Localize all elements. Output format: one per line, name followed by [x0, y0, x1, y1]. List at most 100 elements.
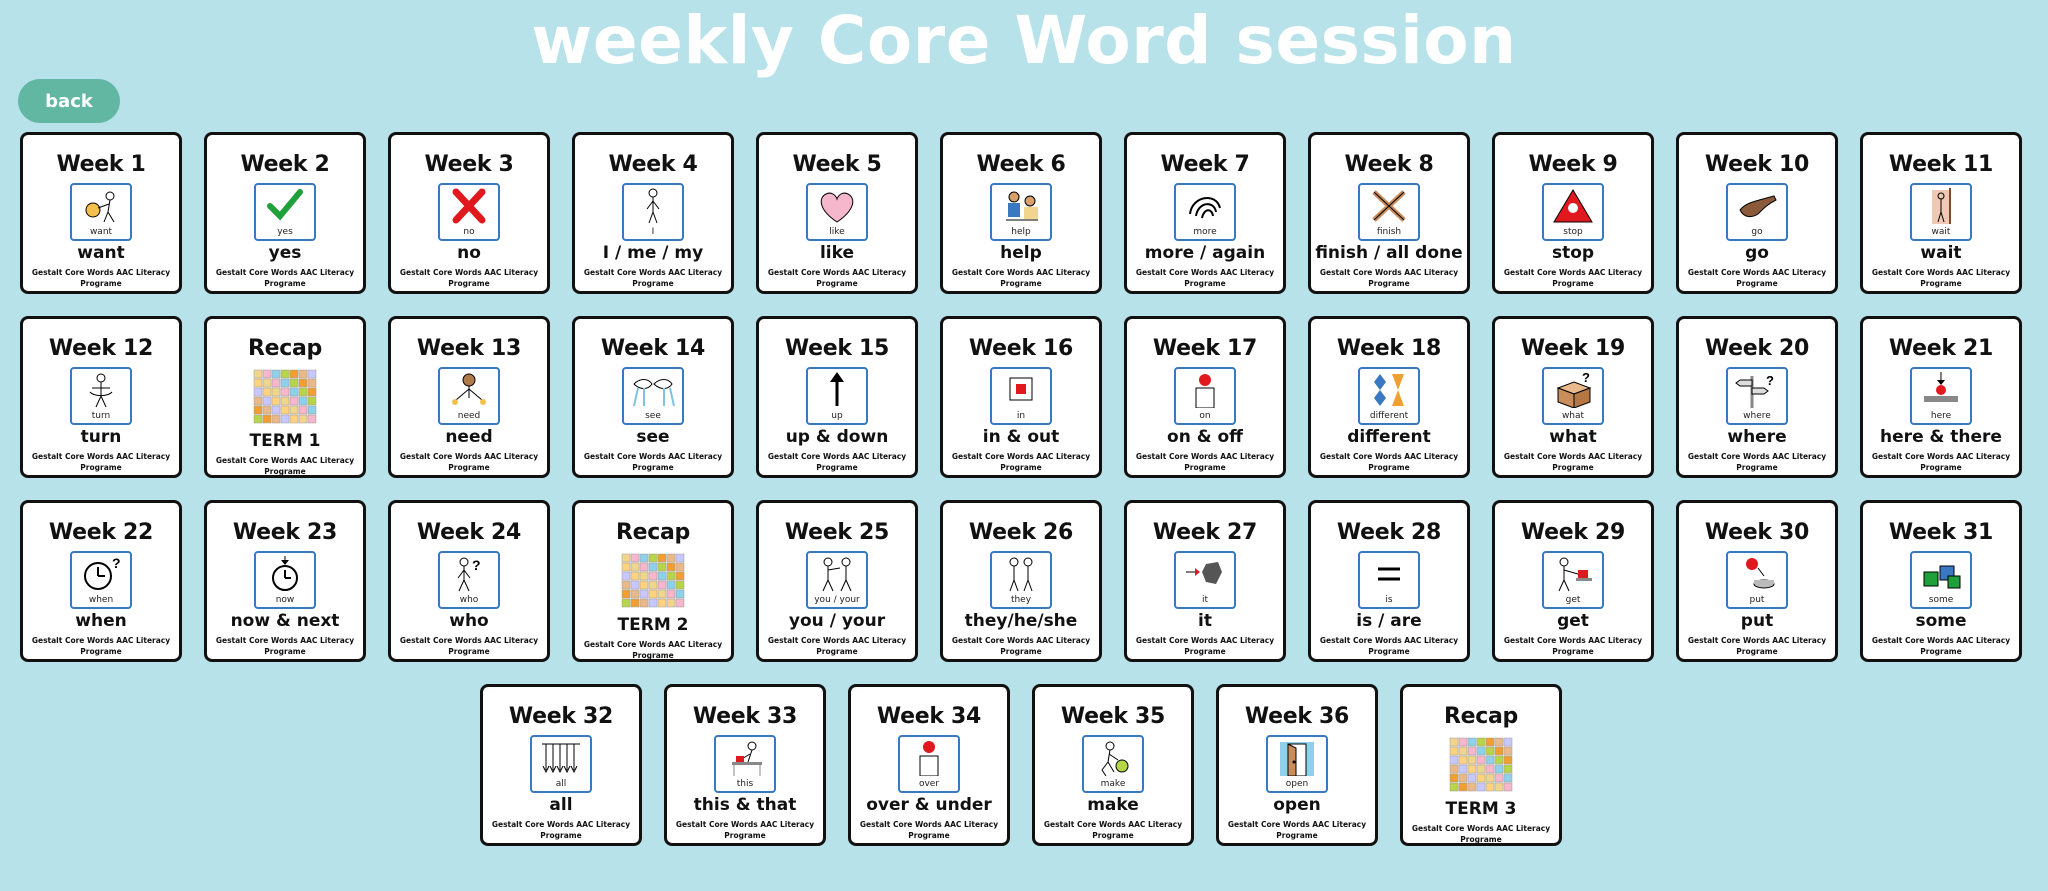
symbol-label: get: [1565, 595, 1581, 605]
week-card[interactable]: Week 24? who who Gestalt Core Words AAC Lit…: [388, 500, 550, 662]
symbol-label: they: [1010, 595, 1032, 605]
some-icon: some: [1910, 551, 1972, 609]
card-title: Week 25: [784, 520, 890, 545]
person-icon: I: [622, 183, 684, 241]
week-card[interactable]: Week 21 here here & there Gestalt Core Word…: [1860, 316, 2022, 478]
core-word: on & off: [1167, 427, 1243, 447]
programme-credit: Gestalt Core Words AAC Literacy Programe: [1503, 636, 1643, 656]
it-icon: it: [1174, 551, 1236, 609]
programme-credit: Gestalt Core Words AAC Literacy Programe: [767, 636, 907, 656]
recap-card[interactable]: Recap TERM 2 Gestalt Core Words AAC Litera…: [572, 500, 734, 662]
week-card[interactable]: Week 22? when when Gestalt Core Words AAC L…: [20, 500, 182, 662]
symbol-label: all: [555, 779, 567, 789]
week-card[interactable]: Week 36 open open Gestalt Core Words AAC Li…: [1216, 684, 1378, 846]
week-card[interactable]: Week 20? where where Gestalt Core Words AAC…: [1676, 316, 1838, 478]
core-word: finish / all done: [1315, 243, 1463, 263]
week-card[interactable]: Week 15 up up & down Gestalt Core Words AAC…: [756, 316, 918, 478]
you-icon: you / your: [806, 551, 868, 609]
week-card[interactable]: Week 31 some some Gestalt Core Words AAC Li…: [1860, 500, 2022, 662]
clock-icon: now: [254, 551, 316, 609]
week-card[interactable]: Week 27 it it Gestalt Core Words AAC Litera…: [1124, 500, 1286, 662]
programme-credit: Gestalt Core Words AAC Literacy Programe: [1319, 268, 1459, 288]
stop-icon: stop: [1542, 183, 1604, 241]
card-title: Week 27: [1152, 520, 1258, 545]
back-button[interactable]: back: [18, 79, 120, 123]
card-title: Week 6: [976, 152, 1066, 177]
core-word: stop: [1551, 243, 1595, 263]
core-word: get: [1557, 611, 1589, 631]
core-word: now & next: [230, 611, 340, 631]
week-card[interactable]: Week 3 no no Gestalt Core Words AAC Literac…: [388, 132, 550, 294]
svg-text:?: ?: [1766, 373, 1774, 388]
week-card[interactable]: Week 19? what what Gestalt Core Words AAC L…: [1492, 316, 1654, 478]
programme-credit: Gestalt Core Words AAC Literacy Programe: [1319, 636, 1459, 656]
week-card[interactable]: Week 17 on on & off Gestalt Core Words AAC …: [1124, 316, 1286, 478]
recap-card[interactable]: Recap TERM 3 Gestalt Core Words AAC Litera…: [1400, 684, 1562, 846]
this-icon: this: [714, 735, 776, 793]
check-icon: yes: [254, 183, 316, 241]
week-card[interactable]: Week 4 I I / me / my Gestalt Core Words AAC…: [572, 132, 734, 294]
week-card[interactable]: Week 33 this this & that Gestalt Core Words…: [664, 684, 826, 846]
week-card[interactable]: Week 16 in in & out Gestalt Core Words AAC …: [940, 316, 1102, 478]
symbol-label: go: [1751, 227, 1763, 237]
week-card[interactable]: Week 14 see see Gestalt Core Words AAC Lite…: [572, 316, 734, 478]
card-title: Week 13: [416, 336, 522, 361]
over-icon: over: [898, 735, 960, 793]
programme-credit: Gestalt Core Words AAC Literacy Programe: [1687, 452, 1827, 472]
programme-credit: Gestalt Core Words AAC Literacy Programe: [583, 452, 723, 472]
see-icon: see: [622, 367, 684, 425]
week-card[interactable]: Week 9 stop stop Gestalt Core Words AAC Lit…: [1492, 132, 1654, 294]
core-word: I / me / my: [602, 243, 704, 263]
core-word: over & under: [866, 795, 992, 815]
all-icon: all: [530, 735, 592, 793]
card-title: Week 34: [876, 704, 982, 729]
symbol-label: in: [1016, 411, 1026, 421]
symbol-label: now: [275, 595, 295, 605]
on-icon: on: [1174, 367, 1236, 425]
open-door-icon: open: [1266, 735, 1328, 793]
recap-card[interactable]: Recap TERM 1 Gestalt Core Words AAC Litera…: [204, 316, 366, 478]
card-title: Week 19: [1520, 336, 1626, 361]
week-card[interactable]: Week 7 more more / again Gestalt Core Words…: [1124, 132, 1286, 294]
programme-credit: Gestalt Core Words AAC Literacy Programe: [1135, 636, 1275, 656]
card-title: Week 32: [508, 704, 614, 729]
week-card[interactable]: Week 26 they they/he/she Gestalt Core Words…: [940, 500, 1102, 662]
equals-icon: is: [1358, 551, 1420, 609]
week-card[interactable]: Week 11 wait wait Gestalt Core Words AAC Li…: [1860, 132, 2022, 294]
week-card[interactable]: Week 1 want want Gestalt Core Words AAC Lit…: [20, 132, 182, 294]
week-card[interactable]: Week 2 yes yes Gestalt Core Words AAC Liter…: [204, 132, 366, 294]
week-card[interactable]: Week 10 go go Gestalt Core Words AAC Litera…: [1676, 132, 1838, 294]
card-title: Week 3: [424, 152, 514, 177]
week-card[interactable]: Week 32 all all Gestalt Core Words AAC Lite…: [480, 684, 642, 846]
week-card[interactable]: Week 35 make make Gestalt Core Words AAC Li…: [1032, 684, 1194, 846]
week-card[interactable]: Week 12 turn turn Gestalt Core Words AAC Li…: [20, 316, 182, 478]
core-word: help: [1000, 243, 1042, 263]
programme-credit: Gestalt Core Words AAC Literacy Programe: [215, 268, 355, 288]
programme-credit: Gestalt Core Words AAC Literacy Programe: [767, 268, 907, 288]
core-word: what: [1549, 427, 1597, 447]
week-card[interactable]: Week 25 you / your you / your Gestalt Core …: [756, 500, 918, 662]
week-card[interactable]: Week 18 different different Gestalt Core Wo…: [1308, 316, 1470, 478]
week-card[interactable]: Week 34 over over & under Gestalt Core Word…: [848, 684, 1010, 846]
week-card[interactable]: Week 28 is is / are Gestalt Core Words AAC …: [1308, 500, 1470, 662]
week-card[interactable]: Week 30 put put Gestalt Core Words AAC Lite…: [1676, 500, 1838, 662]
programme-credit: Gestalt Core Words AAC Literacy Programe: [1503, 268, 1643, 288]
core-word: some: [1915, 611, 1967, 631]
card-title: Week 33: [692, 704, 798, 729]
svg-text:?: ?: [112, 556, 121, 571]
week-card[interactable]: Week 29 get get Gestalt Core Words AAC Lite…: [1492, 500, 1654, 662]
card-title: Week 7: [1160, 152, 1250, 177]
recap-grid-icon: [1449, 737, 1513, 793]
core-word: TERM 3: [1445, 799, 1517, 819]
programme-credit: Gestalt Core Words AAC Literacy Programe: [399, 268, 539, 288]
week-card[interactable]: Week 8 finish finish / all done Gestalt Cor…: [1308, 132, 1470, 294]
week-card[interactable]: Week 6 help help Gestalt Core Words AAC Lit…: [940, 132, 1102, 294]
they-icon: they: [990, 551, 1052, 609]
core-word: this & that: [693, 795, 797, 815]
symbol-label: no: [463, 227, 475, 237]
card-title: Week 36: [1244, 704, 1350, 729]
week-card[interactable]: Week 5 like like Gestalt Core Words AAC Lit…: [756, 132, 918, 294]
week-card[interactable]: Week 13 need need Gestalt Core Words AAC Li…: [388, 316, 550, 478]
card-title: Week 17: [1152, 336, 1258, 361]
week-card[interactable]: Week 23 now now & next Gestalt Core Words A…: [204, 500, 366, 662]
